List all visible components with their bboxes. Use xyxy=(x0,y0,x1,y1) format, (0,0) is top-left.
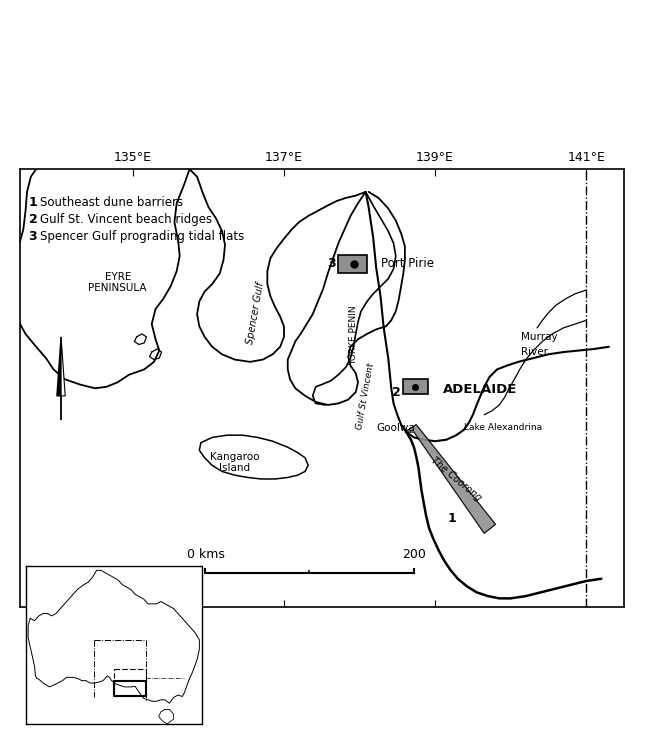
Text: 2: 2 xyxy=(393,385,401,399)
Text: 1: 1 xyxy=(29,195,37,209)
Text: Lake Alexandrina: Lake Alexandrina xyxy=(464,423,542,432)
Text: EYRE
PENINSULA: EYRE PENINSULA xyxy=(88,271,147,293)
Text: 2: 2 xyxy=(29,213,37,226)
Text: 3: 3 xyxy=(29,231,37,244)
Text: Kangaroo
Island: Kangaroo Island xyxy=(210,452,259,474)
Text: River: River xyxy=(521,347,549,357)
Text: Goolwa: Goolwa xyxy=(376,422,415,433)
Text: Spencer Gulf: Spencer Gulf xyxy=(245,281,266,345)
Text: The Coorong: The Coorong xyxy=(429,455,484,503)
Text: Gulf St Vincent: Gulf St Vincent xyxy=(356,362,376,430)
Text: 0 kms: 0 kms xyxy=(187,547,225,560)
Bar xyxy=(404,379,428,394)
Text: 1: 1 xyxy=(447,512,456,525)
Text: YORKE PENIN: YORKE PENIN xyxy=(349,305,358,365)
Text: Gulf St. Vincent beach ridges: Gulf St. Vincent beach ridges xyxy=(40,213,212,226)
Text: Murray: Murray xyxy=(521,332,558,342)
Text: Port Pirie: Port Pirie xyxy=(381,257,434,270)
Text: 200: 200 xyxy=(402,547,426,560)
Text: 3: 3 xyxy=(327,257,335,270)
Text: Southeast dune barriers: Southeast dune barriers xyxy=(40,195,183,209)
Bar xyxy=(339,255,367,274)
Polygon shape xyxy=(61,337,65,396)
Polygon shape xyxy=(57,337,61,396)
Polygon shape xyxy=(405,425,495,533)
Text: Spencer Gulf prograding tidal flats: Spencer Gulf prograding tidal flats xyxy=(40,231,244,244)
Text: ADELAIDE: ADELAIDE xyxy=(443,383,517,397)
